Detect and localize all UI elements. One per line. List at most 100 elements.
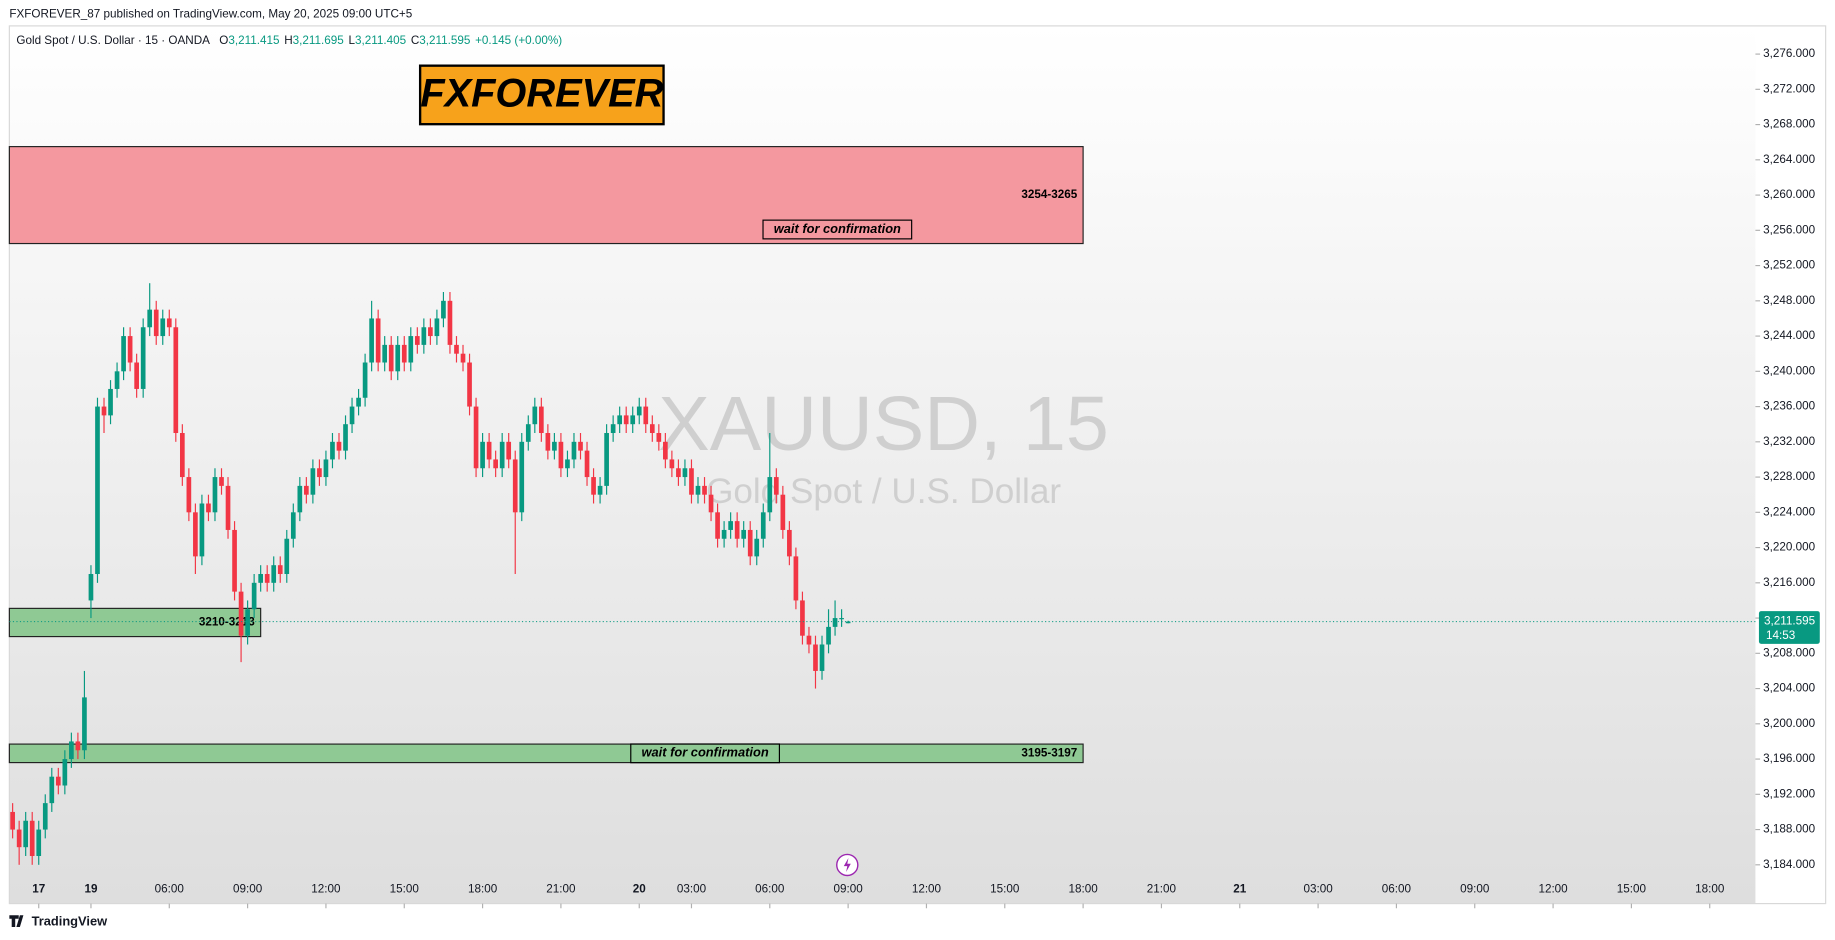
candle-body — [578, 441, 583, 451]
candle-body — [767, 477, 773, 513]
x-tick-label: 06:00 — [755, 883, 785, 896]
zone-label: 3254-3265 — [1021, 188, 1077, 201]
candle-body — [153, 309, 159, 337]
y-tick-label: 3,204.000 — [1763, 682, 1815, 695]
candle-body — [55, 776, 61, 786]
candle-body — [780, 494, 786, 530]
candle-body — [434, 318, 440, 337]
candle-body — [69, 741, 74, 760]
candle-body — [839, 618, 844, 620]
candle-body — [121, 336, 126, 372]
candle-body — [460, 353, 466, 363]
candle-body — [519, 441, 525, 513]
y-tick-label: 3,260.000 — [1763, 188, 1815, 201]
candle-body — [506, 441, 512, 460]
footer: TradingView — [32, 914, 109, 929]
candle-body — [695, 485, 701, 495]
candle-body — [663, 441, 668, 460]
candle-body — [428, 327, 433, 337]
ohlc-label: L — [348, 34, 355, 47]
candle-body — [467, 362, 472, 407]
candle-body — [473, 406, 479, 469]
note-box — [762, 219, 913, 240]
candle-body — [708, 494, 714, 513]
candle-body — [225, 485, 231, 530]
candle-body — [356, 397, 361, 407]
y-tick-label: 3,216.000 — [1763, 576, 1815, 589]
candle-body — [793, 556, 799, 601]
candle-body — [36, 829, 42, 857]
candle-body — [264, 574, 270, 583]
candle-body — [676, 468, 681, 478]
x-tick-label: 06:00 — [1382, 883, 1412, 896]
y-tick-label: 3,276.000 — [1763, 47, 1815, 60]
y-tick-label: 3,188.000 — [1763, 823, 1815, 836]
candle-body — [414, 336, 420, 345]
last-price-box — [1758, 611, 1820, 644]
candle-body — [754, 538, 760, 557]
ohlc-value: 3,211.405 — [355, 34, 407, 47]
candle-body — [512, 459, 518, 513]
symbol: Gold Spot / U.S. Dollar · 15 · OANDA — [16, 34, 210, 47]
candle-body — [689, 468, 694, 495]
candle-body — [499, 441, 505, 469]
y-tick-label: 3,272.000 — [1763, 82, 1815, 95]
publisher: FXFOREVER_87 published on TradingView.co… — [9, 7, 412, 20]
y-tick-label: 3,224.000 — [1763, 505, 1815, 518]
candle-body — [258, 574, 264, 583]
candle-body — [538, 406, 544, 434]
candle-body — [558, 441, 564, 469]
candle-body — [643, 406, 649, 425]
ohlc-label: O — [219, 34, 228, 47]
event-icon-bolt — [843, 857, 851, 872]
plot: 3,184.000 3,188.000 3,192.000 3,196.000 3,20… — [8, 47, 1820, 909]
y-tick-label: 3,192.000 — [1763, 787, 1815, 800]
x-tick-label: 12:00 — [912, 883, 942, 896]
candle-body — [304, 485, 309, 495]
candle-body — [186, 477, 192, 513]
candle-body — [232, 529, 237, 592]
ohlc-label: H — [284, 34, 292, 47]
candle-body — [702, 485, 707, 495]
candle-body — [571, 441, 577, 460]
candle-body — [134, 362, 139, 389]
y-tick-label: 3,220.000 — [1763, 541, 1815, 554]
x-tick-label: 03:00 — [1303, 883, 1333, 896]
x-tick-label: 15:00 — [990, 883, 1020, 896]
candle-body — [617, 415, 623, 425]
candle-body — [160, 318, 166, 337]
candle-body — [219, 477, 224, 486]
x-tick-label: 17 — [32, 883, 45, 896]
y-tick-label: 3,184.000 — [1763, 858, 1815, 871]
plot-frame — [8, 25, 1827, 905]
candle-body — [401, 344, 407, 363]
candle-body — [297, 485, 303, 513]
candle-body — [806, 635, 812, 645]
candle-body — [95, 406, 100, 575]
candle-body — [819, 644, 825, 671]
candle-body — [845, 621, 851, 624]
candle-body — [317, 468, 322, 478]
candle-body — [82, 697, 87, 751]
candle-body — [382, 344, 388, 363]
candle-body — [721, 529, 727, 539]
zone — [8, 743, 1084, 764]
ohlc-value: 3,211.415 — [228, 34, 280, 47]
candle-body — [310, 468, 316, 495]
candle-body — [441, 300, 446, 319]
x-tick-label: 18:00 — [1695, 883, 1725, 896]
symbol-line: Gold Spot / U.S. Dollar · 15 · OANDA O3,2… — [16, 34, 562, 47]
candle-body — [408, 336, 414, 363]
candle-body — [10, 811, 15, 830]
candle-body — [362, 362, 368, 398]
candle-body — [16, 829, 22, 848]
candle-body — [147, 309, 153, 328]
candle-body — [193, 512, 198, 557]
watermark-title: XAUUSD, 15 — [658, 381, 1109, 467]
candle-body — [604, 433, 609, 486]
x-tick-label: 15:00 — [1617, 883, 1647, 896]
candle-body — [29, 820, 35, 857]
banner-box — [418, 64, 665, 126]
x-tick-label: 03:00 — [677, 883, 707, 896]
